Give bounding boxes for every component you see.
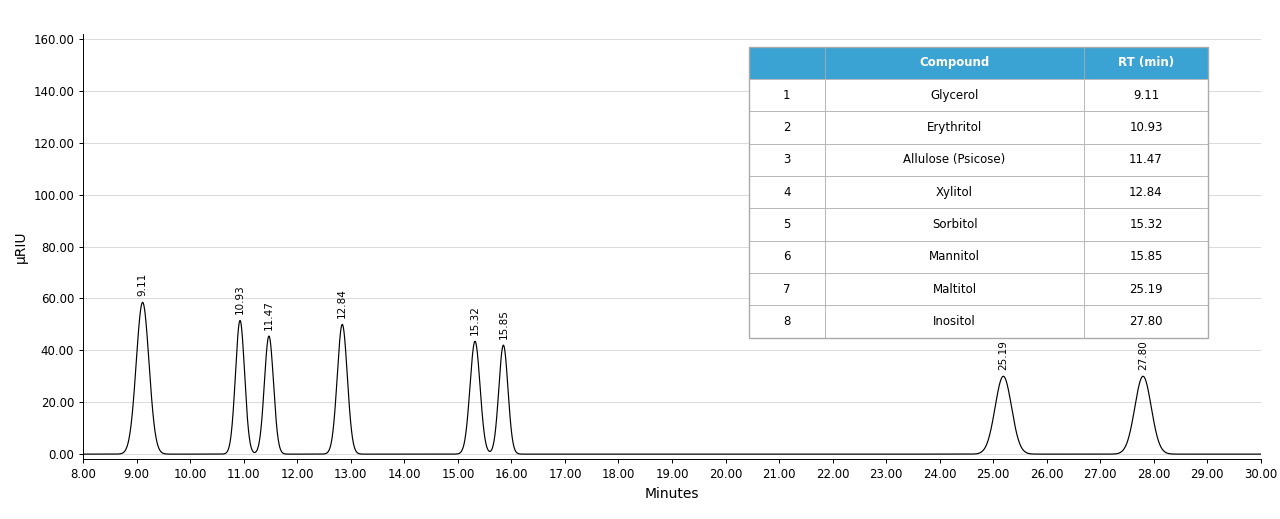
Text: 25.19: 25.19 — [998, 340, 1009, 370]
FancyBboxPatch shape — [1084, 176, 1208, 208]
FancyBboxPatch shape — [826, 176, 1084, 208]
Text: 6: 6 — [783, 250, 791, 263]
Text: RT (min): RT (min) — [1117, 56, 1174, 69]
Text: 2: 2 — [783, 121, 791, 134]
Text: 15.85: 15.85 — [1129, 250, 1162, 263]
Text: 15.85: 15.85 — [498, 309, 508, 338]
Text: 15.32: 15.32 — [470, 305, 480, 335]
FancyBboxPatch shape — [749, 47, 826, 79]
FancyBboxPatch shape — [826, 241, 1084, 273]
FancyBboxPatch shape — [1084, 79, 1208, 111]
Text: Sorbitol: Sorbitol — [932, 218, 978, 231]
Text: 27.80: 27.80 — [1138, 340, 1148, 370]
Text: Allulose (Psicose): Allulose (Psicose) — [904, 153, 1006, 166]
Text: 4: 4 — [783, 186, 791, 199]
FancyBboxPatch shape — [749, 144, 826, 176]
Text: 1: 1 — [783, 89, 791, 102]
FancyBboxPatch shape — [749, 79, 826, 111]
X-axis label: Minutes: Minutes — [645, 487, 699, 501]
FancyBboxPatch shape — [749, 241, 826, 273]
Y-axis label: μRIU: μRIU — [14, 230, 28, 263]
Text: 12.84: 12.84 — [1129, 186, 1162, 199]
FancyBboxPatch shape — [1084, 144, 1208, 176]
FancyBboxPatch shape — [1084, 241, 1208, 273]
FancyBboxPatch shape — [826, 305, 1084, 337]
Text: Mannitol: Mannitol — [929, 250, 980, 263]
Text: 25.19: 25.19 — [1129, 282, 1162, 296]
Text: 10.93: 10.93 — [1129, 121, 1162, 134]
Text: Erythritol: Erythritol — [927, 121, 982, 134]
FancyBboxPatch shape — [749, 111, 826, 144]
FancyBboxPatch shape — [1084, 111, 1208, 144]
FancyBboxPatch shape — [1084, 47, 1208, 79]
FancyBboxPatch shape — [826, 111, 1084, 144]
FancyBboxPatch shape — [749, 273, 826, 305]
FancyBboxPatch shape — [826, 208, 1084, 241]
FancyBboxPatch shape — [1084, 273, 1208, 305]
Text: 7: 7 — [783, 282, 791, 296]
FancyBboxPatch shape — [1084, 305, 1208, 337]
Text: 11.47: 11.47 — [264, 299, 274, 330]
FancyBboxPatch shape — [1084, 208, 1208, 241]
FancyBboxPatch shape — [826, 273, 1084, 305]
Text: Xylitol: Xylitol — [936, 186, 973, 199]
Text: 10.93: 10.93 — [236, 284, 244, 314]
Text: 12.84: 12.84 — [337, 288, 347, 318]
Text: 3: 3 — [783, 153, 791, 166]
Text: 15.32: 15.32 — [1129, 218, 1162, 231]
Text: 9.11: 9.11 — [1133, 89, 1160, 102]
Text: Maltitol: Maltitol — [933, 282, 977, 296]
Text: 5: 5 — [783, 218, 791, 231]
Text: 8: 8 — [783, 315, 791, 328]
Text: Compound: Compound — [919, 56, 989, 69]
FancyBboxPatch shape — [826, 144, 1084, 176]
FancyBboxPatch shape — [749, 305, 826, 337]
FancyBboxPatch shape — [826, 47, 1084, 79]
Text: 11.47: 11.47 — [1129, 153, 1162, 166]
FancyBboxPatch shape — [749, 176, 826, 208]
Text: Glycerol: Glycerol — [931, 89, 979, 102]
Text: 9.11: 9.11 — [138, 272, 147, 296]
Text: 27.80: 27.80 — [1129, 315, 1162, 328]
FancyBboxPatch shape — [749, 208, 826, 241]
FancyBboxPatch shape — [826, 79, 1084, 111]
Text: Inositol: Inositol — [933, 315, 975, 328]
